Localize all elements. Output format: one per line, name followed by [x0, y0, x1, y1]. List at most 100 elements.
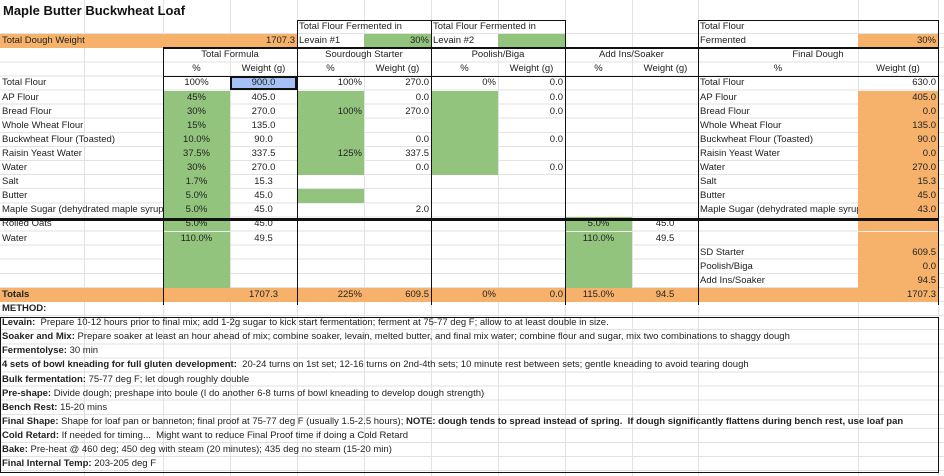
- column-header-pct[interactable]: %: [773, 63, 783, 75]
- cell-fd-name[interactable]: Raisin Yeast Water: [700, 147, 780, 159]
- cell-sd-pct[interactable]: [297, 232, 364, 246]
- cell-name[interactable]: [0, 260, 163, 274]
- totals-pb-wt[interactable]: 0.0: [498, 287, 565, 302]
- cell-tf-wt[interactable]: 90.0: [254, 133, 273, 145]
- totals-fd-wt[interactable]: 1707.3: [858, 287, 938, 302]
- column-header-pct[interactable]: %: [326, 63, 335, 75]
- column-header-weight[interactable]: Weight (g): [643, 63, 688, 75]
- cell-pb-wt[interactable]: [498, 189, 565, 203]
- cell-tf-pct[interactable]: 30%: [163, 104, 230, 119]
- cell-fd-name[interactable]: Water: [700, 162, 725, 173]
- cell-tf-pct[interactable]: 1.7%: [163, 175, 230, 190]
- cell-tf-pct[interactable]: [163, 273, 230, 288]
- cell-sd-pct[interactable]: [297, 260, 364, 274]
- cell-ai-pct[interactable]: [565, 161, 632, 175]
- cell-sd-wt[interactable]: [364, 260, 431, 274]
- cell-sd-pct[interactable]: 100%: [337, 77, 362, 89]
- cell-fd-wt[interactable]: 135.0: [858, 118, 938, 133]
- total-flour-label[interactable]: Total Flour: [700, 21, 745, 32]
- cell-tf-pct[interactable]: 10.0%: [163, 132, 230, 147]
- cell-sd-pct[interactable]: [297, 274, 364, 288]
- cell-tf-pct[interactable]: 100%: [184, 77, 209, 89]
- cell-fd-wt[interactable]: 43.0: [858, 203, 938, 218]
- cell-pb-pct[interactable]: 0%: [482, 77, 496, 89]
- cell-sd-pct[interactable]: [297, 118, 364, 133]
- cell-sd-wt[interactable]: [364, 232, 431, 246]
- cell-sd-wt[interactable]: 270.0: [405, 77, 429, 89]
- cell-tf-pct[interactable]: 30%: [163, 161, 230, 176]
- cell-fd-wt[interactable]: 0.0: [858, 146, 938, 161]
- cell-sd-pct[interactable]: [297, 132, 364, 147]
- cell-ai-pct[interactable]: [565, 119, 632, 133]
- cell-pb-wt[interactable]: [498, 147, 565, 161]
- cell-sd-wt[interactable]: 270.0: [405, 105, 429, 117]
- cell-fd-name[interactable]: Salt: [700, 176, 717, 188]
- cell-ai-wt[interactable]: [632, 246, 698, 260]
- cell-pb-pct[interactable]: [431, 175, 498, 189]
- cell-pb-pct[interactable]: [431, 104, 498, 119]
- cell-sd-wt[interactable]: 0.0: [415, 133, 429, 145]
- cell-pb-wt[interactable]: 0.0: [549, 91, 563, 103]
- column-header-pct[interactable]: %: [594, 63, 603, 75]
- cell-pb-pct[interactable]: [431, 132, 498, 147]
- cell-pb-wt[interactable]: 0.0: [549, 133, 563, 145]
- total-dough-weight-value[interactable]: 1707.3: [163, 34, 297, 49]
- cell-pb-wt[interactable]: [498, 119, 565, 133]
- cell-ai-wt[interactable]: [632, 133, 698, 147]
- tff2-label[interactable]: Total Flour Fermented in: [433, 21, 536, 32]
- cell-name[interactable]: [0, 274, 163, 288]
- cell-sd-wt[interactable]: [364, 119, 431, 133]
- cell-pb-wt[interactable]: [498, 246, 565, 260]
- cell-sd-wt[interactable]: 337.5: [405, 147, 429, 159]
- cell-fd-wt[interactable]: 0.0: [858, 259, 938, 274]
- cell-sd-pct[interactable]: [297, 90, 364, 105]
- cell-ai-wt[interactable]: [632, 119, 698, 133]
- cell-pb-wt[interactable]: 0.0: [549, 105, 563, 117]
- cell-ai-pct[interactable]: [565, 91, 632, 105]
- totals-pb-pct[interactable]: 0%: [431, 287, 498, 302]
- cell-ai-pct[interactable]: [565, 189, 632, 203]
- column-header-weight[interactable]: Weight (g): [241, 63, 286, 75]
- totals-sd-pct[interactable]: 225%: [297, 287, 364, 302]
- cell-sd-pct[interactable]: [297, 246, 364, 260]
- totals-ai-wt[interactable]: 94.5: [632, 287, 698, 302]
- cell-ai-pct[interactable]: 5.0%: [565, 217, 632, 232]
- cell-pb-pct[interactable]: [431, 246, 498, 260]
- cell-ai-pct[interactable]: [565, 259, 632, 274]
- cell-pb-wt[interactable]: [498, 274, 565, 288]
- tff1-label[interactable]: Total Flour Fermented in: [299, 21, 402, 32]
- cell-ai-pct[interactable]: [565, 175, 632, 189]
- cell-tf-wt[interactable]: 49.5: [254, 232, 273, 244]
- cell-name[interactable]: Rolled Oats: [2, 218, 52, 230]
- cell-sd-pct[interactable]: [297, 189, 364, 204]
- cell-ai-wt[interactable]: 49.5: [655, 232, 675, 244]
- cell-pb-wt[interactable]: [498, 260, 565, 274]
- cell-tf-wt[interactable]: 270.0: [251, 162, 276, 173]
- cell-tf-wt[interactable]: 15.3: [254, 176, 273, 188]
- cell-sd-wt[interactable]: [364, 246, 431, 260]
- column-header-pct[interactable]: %: [460, 63, 469, 75]
- cell-ai-pct[interactable]: [565, 105, 632, 119]
- cell-pb-pct[interactable]: [431, 274, 498, 288]
- cell-fd-wt[interactable]: [858, 217, 938, 232]
- levain2-pct[interactable]: [498, 34, 565, 49]
- cell-name[interactable]: Salt: [2, 176, 19, 188]
- cell-fd-name[interactable]: Poolish/Biga: [700, 260, 753, 272]
- cell-tf-pct[interactable]: 37.5%: [163, 146, 230, 161]
- cell-fd-wt[interactable]: 90.0: [858, 132, 938, 147]
- cell-pb-wt[interactable]: 0.0: [549, 77, 563, 89]
- cell-sd-pct[interactable]: 100%: [297, 104, 364, 119]
- cell-ai-pct[interactable]: [565, 273, 632, 288]
- cell-pb-pct[interactable]: [431, 161, 498, 176]
- cell-name[interactable]: Bread Flour: [2, 105, 52, 117]
- cell-tf-wt[interactable]: 405.0: [251, 91, 276, 103]
- cell-tf-wt[interactable]: [230, 274, 297, 288]
- levain2-label[interactable]: Levain #2: [433, 35, 475, 47]
- cell-name[interactable]: Whole Wheat Flour: [2, 119, 84, 131]
- cell-sd-pct[interactable]: 125%: [297, 146, 364, 161]
- cell-fd-wt[interactable]: 405.0: [858, 90, 938, 105]
- cell-fd-name[interactable]: [698, 232, 858, 246]
- fermented-label[interactable]: Fermented: [700, 35, 746, 47]
- totals-name[interactable]: Totals: [0, 287, 163, 302]
- cell-fd-wt[interactable]: 609.5: [858, 245, 938, 260]
